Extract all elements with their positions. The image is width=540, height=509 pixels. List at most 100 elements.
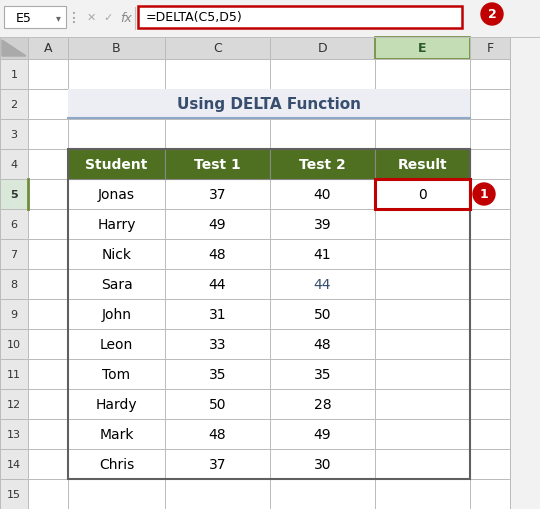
Text: Sara: Sara: [100, 277, 132, 292]
Bar: [68, 389, 165, 419]
Text: Harry: Harry: [97, 217, 136, 232]
Text: 44: 44: [314, 277, 331, 292]
Bar: [270, 38, 375, 60]
Text: Student: Student: [85, 158, 147, 172]
Bar: [470, 240, 510, 269]
Text: D: D: [318, 42, 327, 55]
Bar: [68, 150, 165, 180]
Text: E: E: [418, 42, 427, 55]
Bar: [28, 240, 68, 269]
Bar: [270, 240, 375, 269]
Bar: [470, 479, 510, 509]
Text: 4: 4: [10, 160, 18, 169]
Text: Mark: Mark: [99, 427, 134, 441]
Text: A: A: [44, 42, 52, 55]
Text: Test 1: Test 1: [194, 158, 241, 172]
Bar: [28, 359, 68, 389]
Bar: [28, 419, 68, 449]
Bar: [165, 240, 270, 269]
Text: E5: E5: [16, 12, 32, 24]
Bar: [270, 90, 375, 120]
Text: 6: 6: [10, 219, 17, 230]
Bar: [470, 449, 510, 479]
Bar: [165, 210, 270, 240]
Bar: [470, 210, 510, 240]
Text: Nick: Nick: [102, 247, 132, 262]
Bar: [68, 150, 165, 180]
Bar: [68, 150, 470, 479]
Bar: [68, 419, 165, 449]
Text: 1: 1: [480, 188, 488, 201]
Bar: [28, 299, 68, 329]
Text: 50: 50: [209, 397, 226, 411]
Polygon shape: [2, 41, 26, 57]
Text: 3: 3: [10, 130, 17, 140]
Bar: [68, 240, 165, 269]
Bar: [0, 240, 28, 269]
Bar: [68, 38, 165, 60]
Bar: [0, 120, 28, 150]
Bar: [165, 150, 270, 180]
Text: Chris: Chris: [99, 457, 134, 471]
Bar: [0, 449, 28, 479]
Bar: [0, 359, 28, 389]
Bar: [270, 359, 375, 389]
Bar: [470, 150, 510, 180]
Bar: [470, 299, 510, 329]
Bar: [375, 120, 470, 150]
Bar: [375, 299, 470, 329]
Text: 48: 48: [314, 337, 332, 351]
Bar: [470, 329, 510, 359]
Bar: [0, 419, 28, 449]
Bar: [68, 359, 165, 389]
Bar: [68, 269, 165, 299]
Text: ✓: ✓: [103, 13, 113, 23]
Bar: [165, 449, 270, 479]
Bar: [470, 60, 510, 90]
Bar: [375, 60, 470, 90]
Bar: [28, 180, 68, 210]
Text: Test 2: Test 2: [299, 158, 346, 172]
Bar: [68, 299, 165, 329]
Bar: [28, 389, 68, 419]
Text: 48: 48: [208, 247, 226, 262]
Text: 10: 10: [7, 340, 21, 349]
Text: 48: 48: [208, 427, 226, 441]
Bar: [68, 180, 165, 210]
Text: 14: 14: [7, 459, 21, 469]
Text: 49: 49: [314, 427, 332, 441]
Bar: [270, 329, 375, 359]
Bar: [375, 389, 470, 419]
Bar: [270, 419, 375, 449]
Bar: [375, 449, 470, 479]
Text: 7: 7: [10, 249, 18, 260]
Text: 37: 37: [209, 188, 226, 202]
Bar: [0, 0, 540, 38]
Bar: [375, 210, 470, 240]
Bar: [28, 210, 68, 240]
Bar: [165, 269, 270, 299]
Bar: [470, 90, 510, 120]
Text: ▾: ▾: [56, 13, 60, 23]
Text: 2: 2: [10, 100, 18, 110]
Bar: [0, 269, 28, 299]
Bar: [375, 38, 470, 60]
Bar: [0, 150, 28, 180]
Bar: [165, 419, 270, 449]
Bar: [0, 210, 28, 240]
Bar: [68, 449, 165, 479]
Bar: [68, 329, 165, 359]
Text: 11: 11: [7, 369, 21, 379]
Text: B: B: [112, 42, 121, 55]
Bar: [375, 240, 470, 269]
Bar: [470, 180, 510, 210]
Bar: [470, 269, 510, 299]
Bar: [270, 449, 375, 479]
Bar: [270, 150, 375, 180]
Bar: [165, 150, 270, 180]
Text: 33: 33: [209, 337, 226, 351]
Bar: [28, 150, 68, 180]
Bar: [165, 329, 270, 359]
Bar: [375, 479, 470, 509]
Bar: [270, 479, 375, 509]
